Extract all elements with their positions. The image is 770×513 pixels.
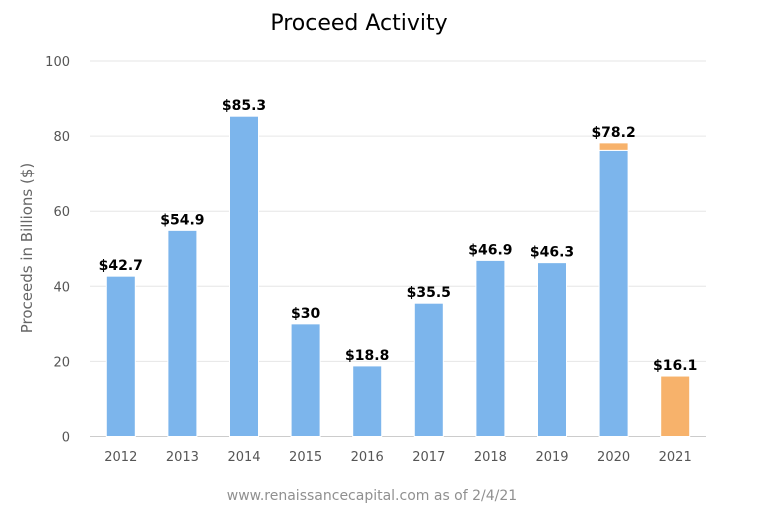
y-tick-label: 20 [53, 355, 70, 370]
y-tick-label: 80 [53, 130, 70, 145]
bar-2013-series-0 [167, 229, 198, 437]
bar-2020-series-1 [598, 142, 629, 151]
data-label-2015: $30 [291, 306, 320, 322]
x-tick-label-2016: 2016 [351, 450, 384, 465]
x-tick-label-2019: 2019 [535, 450, 568, 465]
data-label-2013: $54.9 [160, 212, 204, 228]
bars [105, 115, 691, 438]
x-tick-label-2012: 2012 [104, 450, 137, 465]
x-tick-label-2013: 2013 [166, 450, 199, 465]
y-axis-ticks: 0 20 40 60 80 100 [45, 55, 70, 446]
bar-2017-series-0 [413, 302, 444, 438]
y-tick-label: 0 [62, 431, 70, 446]
x-tick-label-2015: 2015 [289, 450, 322, 465]
bar-2018-series-0 [475, 259, 506, 437]
data-label-2016: $18.8 [345, 348, 389, 364]
bar-2014-series-0 [229, 115, 259, 438]
bar-2020-series-0 [598, 149, 629, 438]
x-tick-label-2020: 2020 [597, 450, 630, 465]
data-labels: $42.7 $54.9 $85.3 $30 $18.8 $35.5 $46.9 $46.3 $7… [99, 98, 698, 374]
chart-title: Proceed Activity [270, 11, 447, 36]
bar-2015-series-0 [290, 323, 321, 438]
y-tick-label: 100 [45, 55, 70, 70]
data-label-2018: $46.9 [468, 242, 512, 258]
data-label-2017: $35.5 [407, 285, 451, 301]
data-label-2019: $46.3 [530, 245, 574, 261]
data-label-2020: $78.2 [591, 125, 635, 141]
data-label-2021: $16.1 [653, 358, 697, 374]
x-tick-label-2017: 2017 [412, 450, 445, 465]
credit-text: www.renaissancecapital.com as of 2/4/21 [227, 488, 517, 504]
x-tick-label-2014: 2014 [227, 450, 260, 465]
x-axis-ticks: 2012 2013 2014 2015 2016 2017 2018 2019 2020 2021 [104, 450, 691, 465]
data-label-2014: $85.3 [222, 98, 266, 114]
bar-2021-series-1 [660, 375, 691, 437]
x-tick-label-2018: 2018 [474, 450, 507, 465]
x-tick-label-2021: 2021 [659, 450, 692, 465]
bar-2012-series-0 [105, 275, 136, 437]
bar-2016-series-0 [352, 365, 383, 438]
data-label-2012: $42.7 [99, 258, 143, 274]
bar-2019-series-0 [537, 262, 567, 437]
y-tick-label: 60 [53, 205, 70, 220]
y-tick-label: 40 [53, 280, 70, 295]
y-axis-title: Proceeds in Billions ($) [18, 163, 36, 334]
